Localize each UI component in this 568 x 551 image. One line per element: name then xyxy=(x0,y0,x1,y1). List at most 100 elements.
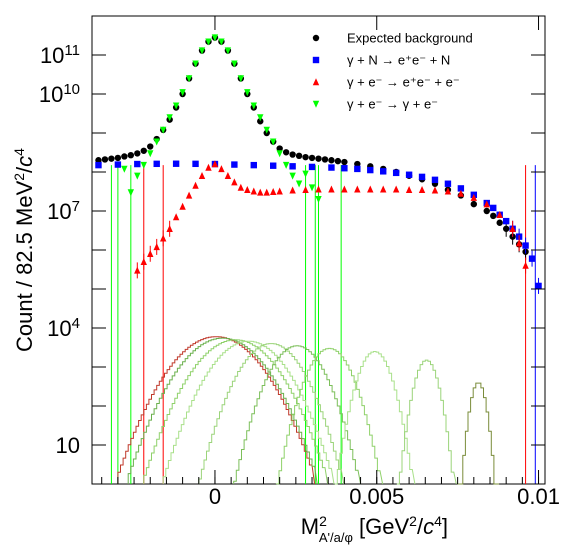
legend-marker-1 xyxy=(312,56,320,64)
signal-histogram-9 xyxy=(457,382,500,485)
x-axis-label-sup3: 4 xyxy=(434,513,442,529)
legend-marker-0 xyxy=(312,34,320,42)
y-tick-label-1: 104 xyxy=(47,315,80,342)
data-point xyxy=(134,266,141,274)
data-point xyxy=(250,187,257,195)
data-point xyxy=(257,188,264,196)
data-point xyxy=(263,188,270,196)
data-point xyxy=(270,162,277,169)
x-axis-label-m: M xyxy=(301,514,319,539)
data-point xyxy=(237,75,245,83)
axes: 0 0.005 0.01 10 104 107 1010 1011 xyxy=(39,15,560,509)
data-point xyxy=(321,156,329,163)
data-point xyxy=(509,224,516,232)
data-point xyxy=(295,152,303,160)
data-point xyxy=(418,185,426,193)
data-point xyxy=(257,114,264,122)
data-point xyxy=(405,185,413,193)
data-point xyxy=(282,161,290,169)
legend-label-0: Expected background xyxy=(347,31,473,46)
signal-histogram-0 xyxy=(117,336,316,485)
data-point xyxy=(522,242,529,249)
y-axis-label-slash: / xyxy=(12,166,37,173)
data-point xyxy=(185,75,193,83)
data-point xyxy=(302,185,309,193)
data-point xyxy=(147,143,154,150)
data-point xyxy=(367,166,374,174)
data-point xyxy=(147,150,154,158)
data-point xyxy=(270,188,277,196)
signal-histogram-6 xyxy=(275,347,384,485)
data-point xyxy=(211,160,219,168)
data-point xyxy=(282,149,290,156)
x-axis-label-rest: [GeV xyxy=(353,514,410,539)
data-point xyxy=(159,126,167,134)
spike-lines xyxy=(110,165,536,484)
data-point xyxy=(380,185,387,193)
data-point xyxy=(127,189,135,197)
y-axis-label-text: Count / 82.5 MeV xyxy=(12,180,37,352)
data-point xyxy=(308,184,316,192)
data-point xyxy=(341,158,348,166)
data-point xyxy=(179,202,186,210)
data-point xyxy=(244,89,251,97)
data-point xyxy=(315,185,322,193)
y-axis-label-sup2: 4 xyxy=(11,148,27,156)
signal-histogram-4 xyxy=(198,343,345,485)
data-point xyxy=(392,185,400,193)
data-point xyxy=(418,173,426,181)
data-point xyxy=(334,157,342,165)
legend-label-3: γ + e⁻ → γ + e⁻ xyxy=(347,97,438,112)
signal-histogram-3 xyxy=(162,340,335,485)
x-axis-label-sup: 2 xyxy=(319,513,327,529)
data-point xyxy=(354,165,361,173)
data-point xyxy=(172,102,180,110)
data-point xyxy=(302,170,309,178)
data-point xyxy=(276,150,283,158)
data-point xyxy=(179,89,186,97)
data-point xyxy=(192,60,199,68)
data-point xyxy=(147,249,154,257)
data-point xyxy=(328,157,335,164)
signal-histogram-7 xyxy=(334,351,416,485)
data-point xyxy=(231,60,238,68)
data-point xyxy=(380,168,387,175)
data-point xyxy=(392,169,400,177)
x-tick-label-0: 0 xyxy=(209,484,221,509)
legend-marker-2 xyxy=(312,78,320,86)
x-axis-label-end: ] xyxy=(442,514,448,539)
series-0 xyxy=(95,34,529,260)
data-point xyxy=(134,160,141,168)
data-point xyxy=(101,156,109,163)
data-point xyxy=(205,38,212,46)
y-tick-label-4: 1011 xyxy=(40,42,80,69)
data-point xyxy=(134,172,141,180)
data-point xyxy=(134,150,141,157)
signal-histogram-8 xyxy=(396,359,457,485)
data-point xyxy=(522,261,529,269)
data-point xyxy=(121,165,128,173)
data-point xyxy=(159,234,167,242)
data-point xyxy=(289,163,296,170)
data-point xyxy=(121,153,128,160)
y-axis-label-sup: 2 xyxy=(11,173,27,181)
data-point xyxy=(192,160,199,168)
data-point xyxy=(308,154,316,162)
data-point xyxy=(263,126,270,134)
data-point xyxy=(140,161,147,169)
x-tick-label-1: 0.005 xyxy=(349,484,404,509)
x-axis-label-sup2: 2 xyxy=(409,513,417,529)
data-point xyxy=(341,165,348,172)
data-point xyxy=(315,155,322,162)
data-point xyxy=(192,181,199,189)
data-point xyxy=(270,138,277,146)
x-axis-label-slash: / xyxy=(417,514,424,539)
data-point xyxy=(153,138,160,146)
data-point xyxy=(250,161,257,169)
y-tick-label-0: 10 xyxy=(56,433,80,458)
data-point xyxy=(140,147,147,154)
data-point xyxy=(302,153,309,161)
data-series xyxy=(95,34,542,294)
data-point xyxy=(354,185,361,193)
